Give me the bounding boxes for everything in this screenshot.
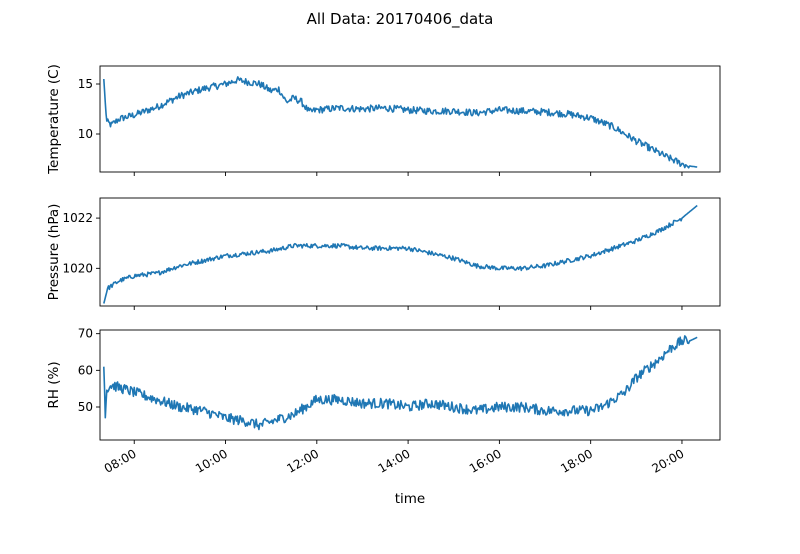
- rh-ytick-label: 50: [78, 400, 93, 414]
- temperature-panel: 10 15 Temperature (C): [46, 64, 721, 176]
- figure-title: All Data: 20170406_data: [307, 10, 494, 29]
- rh-xtick-label: 10:00: [193, 446, 230, 475]
- pressure-ylabel: Pressure (hPa): [46, 204, 62, 301]
- rh-ytick-label: 70: [78, 327, 93, 341]
- time-xlabel: time: [395, 491, 426, 507]
- rh-ylabel: RH (%): [46, 361, 62, 408]
- temperature-series-line: [103, 76, 698, 169]
- rh-xtick-label: 20:00: [650, 446, 687, 475]
- temperature-ylabel: Temperature (C): [46, 64, 62, 175]
- rh-xtick-label: 12:00: [284, 446, 321, 475]
- temperature-ytick-label: 15: [78, 77, 93, 91]
- rh-series-line: [103, 335, 698, 431]
- pressure-ytick-label: 1020: [62, 261, 93, 275]
- rh-xtick-label: 08:00: [102, 446, 139, 475]
- temperature-ytick-label: 10: [78, 127, 93, 141]
- rh-xtick-label: 16:00: [467, 446, 504, 475]
- rh-ytick-label: 60: [78, 363, 93, 377]
- pressure-ytick-label: 1022: [62, 211, 93, 225]
- rh-xtick-label: 14:00: [376, 446, 413, 475]
- temperature-axes-frame: [99, 65, 721, 173]
- pressure-series-line: [103, 204, 698, 304]
- pressure-axes-frame: [99, 197, 721, 307]
- rh-axes-frame: [99, 329, 721, 441]
- rh-panel: 50 60 70 08:00 10:00 12:00 14:00 16:00 18:00 20:0…: [46, 327, 721, 507]
- rh-xtick-label: 18:00: [558, 446, 595, 475]
